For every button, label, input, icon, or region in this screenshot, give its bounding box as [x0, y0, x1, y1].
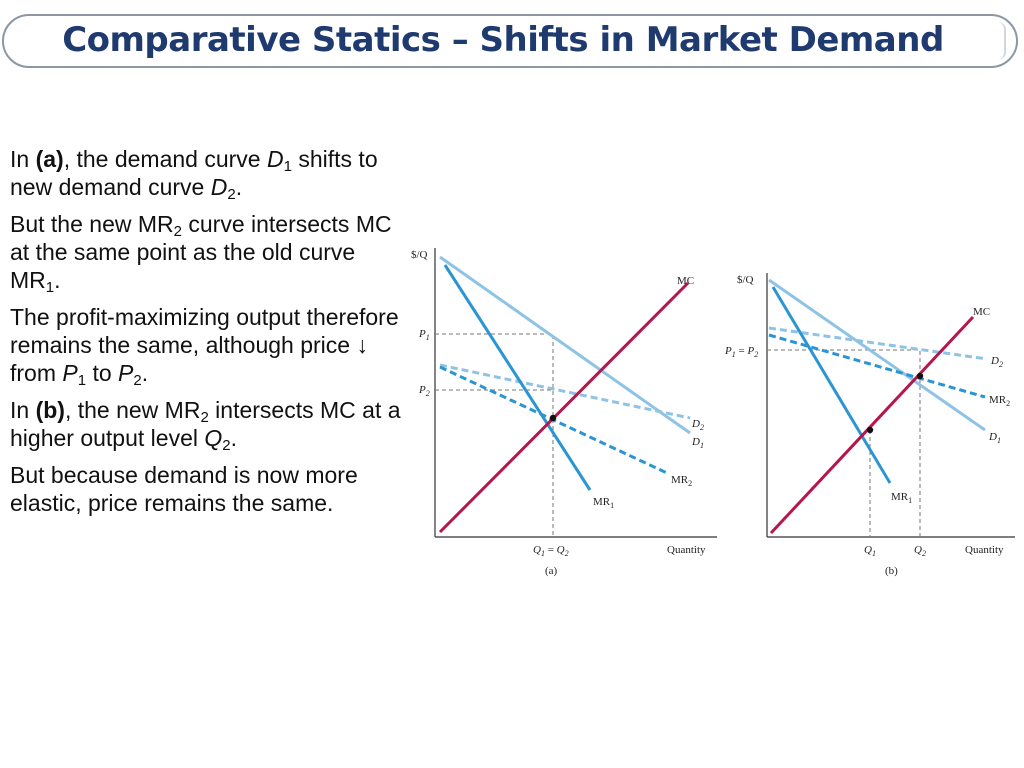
panel-b-q2-label: Q2	[914, 544, 926, 558]
bullet-list: In (a), the demand curve D1 shifts to ne…	[10, 145, 410, 526]
panel-b-price-label: P1 = P2	[725, 345, 758, 359]
panel-b-d1-label: D1	[988, 431, 1001, 445]
panel-a-y-axis-label: $/Q	[411, 249, 428, 261]
panel-b-mr2-label: MR2	[989, 394, 1010, 408]
bullet-3: The profit-maximizing output therefore r…	[10, 304, 399, 389]
panel-b-d2-curve	[768, 326, 988, 361]
bullet-5: But because demand is now more elastic, …	[10, 462, 358, 516]
panel-b-equilibrium-point-1	[866, 426, 874, 434]
panel-b-price-guide	[767, 349, 921, 537]
panel-a-q-label: Q1 = Q2	[533, 544, 569, 558]
panel-b-d2-label: D2	[990, 355, 1003, 369]
panel-a-d2-label: D2	[691, 418, 704, 432]
panel-b-diagram: $/Q MC D2 MR2 D1 MR1 P1 = P2 Q1 Q2 Quant…	[725, 273, 1015, 577]
panel-b-x-axis-label: Quantity	[965, 544, 1004, 556]
panel-a-x-axis-label: Quantity	[667, 544, 706, 556]
panel-b-q1-label: Q1	[864, 544, 876, 558]
panel-b-d1-curve	[768, 278, 986, 432]
panel-a-caption: (a)	[545, 565, 558, 577]
panel-a-mc-label: MC	[677, 275, 694, 287]
panel-b-y-axis-label: $/Q	[737, 274, 754, 286]
panel-b-caption: (b)	[885, 565, 898, 577]
title-bar	[2, 14, 1018, 68]
bullet-4: In (b), the new MR2 intersects MC at a h…	[10, 397, 401, 454]
panel-b-equilibrium-point-2	[916, 372, 924, 380]
panel-a-mr2-label: MR2	[671, 474, 692, 488]
bullet-2: But the new MR2 curve intersects MC at t…	[10, 211, 392, 296]
panel-a-d2-curve	[439, 363, 691, 420]
panel-a-diagram: $/Q MC D1 D2 MR1 MR2 P1 P2 Q1 = Q2 Quant…	[411, 248, 717, 577]
panel-a-d1-label: D1	[691, 436, 704, 450]
panel-a-equilibrium-point	[549, 414, 557, 422]
panel-a-mc-curve	[438, 281, 690, 534]
panel-b-mc-label: MC	[973, 306, 990, 318]
panel-b-mr1-curve	[771, 286, 892, 484]
panel-a-mr1-label: MR1	[593, 496, 614, 510]
bullet-1: In (a), the demand curve D1 shifts to ne…	[10, 146, 378, 203]
panel-a-d1-curve	[439, 255, 691, 435]
panel-a-p1-guide	[435, 333, 554, 537]
panel-b-mc-curve	[769, 315, 975, 535]
slide-title: Comparative Statics – Shifts in Market D…	[62, 20, 944, 60]
panel-a-mr1-curve	[443, 264, 592, 491]
panel-b-mr1-label: MR1	[891, 491, 912, 505]
panel-a-p2-label: P2	[418, 384, 430, 398]
panel-a-p1-label: P1	[418, 328, 430, 342]
panel-b-mr2-curve	[768, 333, 986, 399]
